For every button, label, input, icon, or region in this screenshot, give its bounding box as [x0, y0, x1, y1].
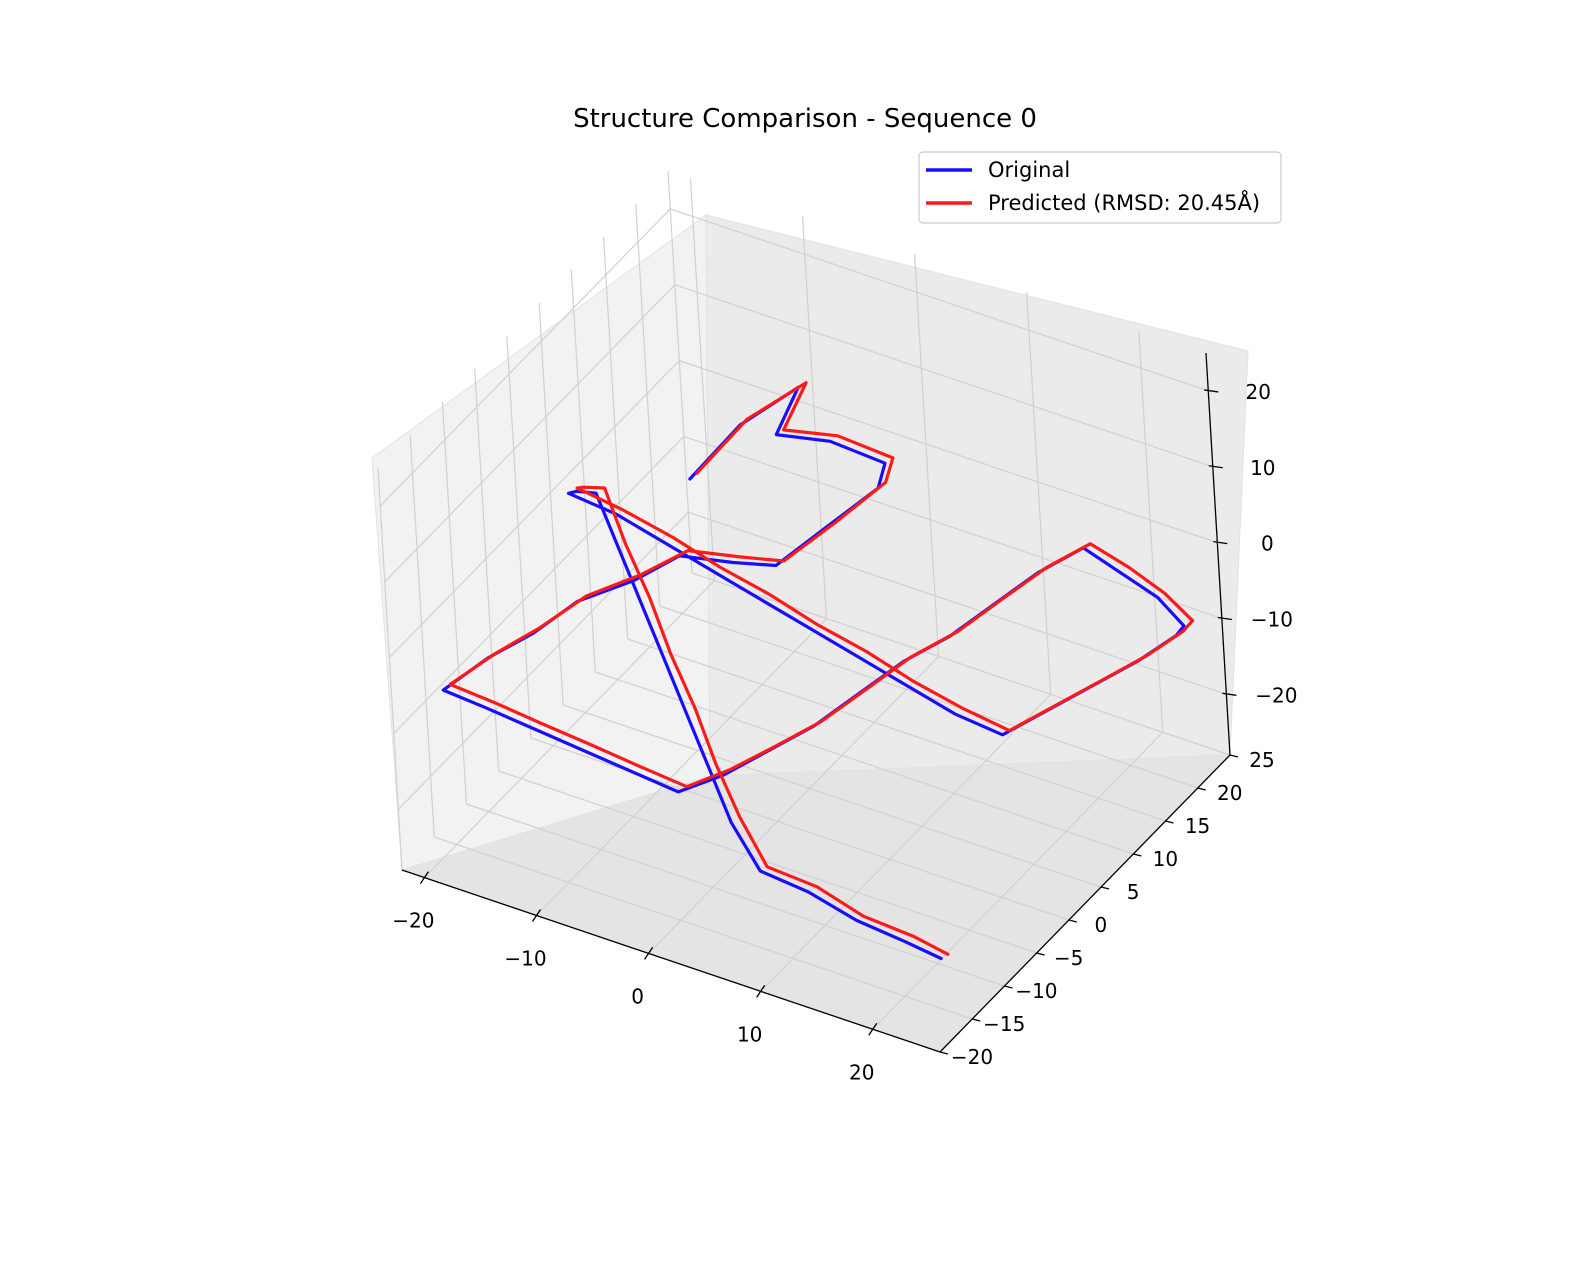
legend-frame	[918, 151, 1282, 224]
x-tick-mark-4	[868, 1022, 878, 1036]
y-tick-mark-9	[1229, 754, 1239, 758]
z-tick-label-2: 0	[1261, 532, 1274, 556]
y-grid-floor-2	[466, 803, 1005, 987]
y-grid-left-0	[377, 467, 403, 871]
x-tick-label-4: 20	[849, 1060, 874, 1084]
y-tick-label-6: 10	[1153, 847, 1178, 871]
legend-label-predicted: Predicted (RMSD: 20.45Å)	[988, 189, 1260, 215]
y-grid-floor-3	[498, 770, 1037, 954]
legend-label-original: Original	[988, 158, 1070, 182]
y-axis-line	[939, 754, 1231, 1053]
x-tick-mark-0	[419, 871, 429, 884]
x-grid-back-4	[1138, 330, 1164, 733]
x-grid-back-3	[1026, 292, 1052, 695]
z-tick-mark-2	[1213, 540, 1228, 545]
y-tick-mark-0	[939, 1051, 949, 1055]
x-grid-floor-4	[872, 731, 1164, 1030]
y-grid-left-4	[506, 335, 532, 739]
z-grid-left-0	[397, 511, 689, 810]
x-tick-mark-3	[756, 984, 766, 998]
y-grid-floor-7	[627, 638, 1166, 822]
y-tick-label-4: 0	[1095, 913, 1108, 937]
y-tick-label-9: 25	[1249, 748, 1274, 772]
z-tick-mark-3	[1208, 465, 1223, 469]
z-tick-label-1: −10	[1251, 607, 1293, 631]
y-grid-left-7	[602, 236, 629, 640]
z-grid-back-4	[670, 208, 1209, 392]
chart-title: Structure Comparison - Sequence 0	[573, 104, 1037, 134]
x-grid-floor-0	[423, 580, 715, 879]
series-line-predicted	[448, 381, 1195, 956]
z-grid-left-2	[388, 360, 680, 659]
z-grid-left-1	[393, 436, 685, 734]
x-grid-floor-2	[648, 655, 940, 954]
y-tick-mark-4	[1068, 919, 1078, 923]
y-grid-floor-6	[595, 671, 1134, 855]
x-axis-line	[401, 869, 941, 1053]
y-tick-label-5: 5	[1127, 880, 1140, 904]
z-grid-back-3	[674, 284, 1213, 468]
y-tick-mark-5	[1100, 886, 1110, 890]
x-grid-floor-3	[760, 693, 1052, 992]
y-tick-mark-7	[1165, 820, 1174, 824]
z-grid-back-1	[683, 435, 1223, 620]
y-grid-left-5	[538, 302, 564, 706]
y-grid-left-2	[441, 401, 468, 805]
x-grid-floor-1	[536, 618, 827, 916]
z-grid-left-3	[384, 284, 676, 583]
x-grid-back-0	[689, 178, 716, 581]
legend: Original Predicted (RMSD: 20.45Å)	[918, 151, 1282, 224]
x-grid-back-1	[801, 216, 828, 619]
y-tick-mark-1	[972, 1018, 981, 1022]
z-tick-mark-0	[1222, 692, 1237, 696]
y-tick-mark-6	[1133, 853, 1142, 857]
y-tick-label-3: −5	[1054, 946, 1083, 970]
y-tick-label-1: −15	[983, 1012, 1025, 1036]
y-grid-floor-5	[562, 704, 1102, 888]
z-axis-line	[1205, 352, 1231, 756]
axis-lines: −20−1001020−20−15−10−50510152025−20−1001…	[392, 352, 1297, 1084]
x-tick-label-2: 0	[631, 984, 644, 1008]
y-tick-label-0: −20	[951, 1045, 993, 1069]
axis-panes	[371, 214, 1249, 1053]
x-tick-label-0: −20	[392, 909, 434, 933]
y-grid-left-6	[570, 269, 596, 673]
y-grid-left-1	[409, 434, 435, 838]
y-tick-label-8: 20	[1217, 781, 1242, 805]
z-tick-label-0: −20	[1255, 683, 1297, 707]
y-tick-label-7: 15	[1185, 814, 1210, 838]
z-grid-back-0	[688, 511, 1227, 695]
z-tick-label-3: 10	[1250, 456, 1275, 480]
y-tick-mark-8	[1197, 787, 1206, 791]
z-grid-left-4	[379, 208, 671, 507]
z-grid-back-2	[679, 360, 1218, 544]
y-grid-floor-1	[434, 836, 973, 1020]
x-grid-back-2	[913, 254, 940, 657]
back-pane	[705, 214, 1249, 777]
z-tick-mark-1	[1217, 616, 1232, 621]
x-tick-mark-1	[531, 909, 542, 922]
x-tick-label-1: −10	[504, 947, 546, 971]
series-lines	[441, 381, 1195, 961]
x-tick-label-3: 10	[737, 1022, 762, 1046]
series-line-original	[441, 385, 1186, 961]
y-tick-label-2: −10	[1015, 979, 1057, 1003]
y-tick-mark-3	[1036, 952, 1045, 956]
z-tick-label-4: 20	[1246, 380, 1271, 404]
z-tick-mark-4	[1204, 389, 1219, 393]
x-tick-mark-2	[644, 947, 654, 960]
y-grid-left-9	[667, 170, 693, 574]
y-tick-mark-2	[1004, 985, 1013, 989]
